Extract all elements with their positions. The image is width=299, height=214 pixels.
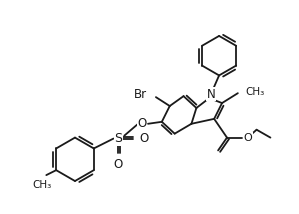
Text: CH₃: CH₃: [246, 87, 265, 97]
Text: O: O: [244, 133, 253, 143]
Text: Br: Br: [134, 88, 147, 101]
Text: O: O: [114, 158, 123, 171]
Text: O: O: [138, 117, 147, 130]
Text: S: S: [115, 132, 122, 145]
Text: CH₃: CH₃: [33, 180, 52, 190]
Text: N: N: [207, 88, 216, 101]
Text: O: O: [139, 132, 148, 145]
